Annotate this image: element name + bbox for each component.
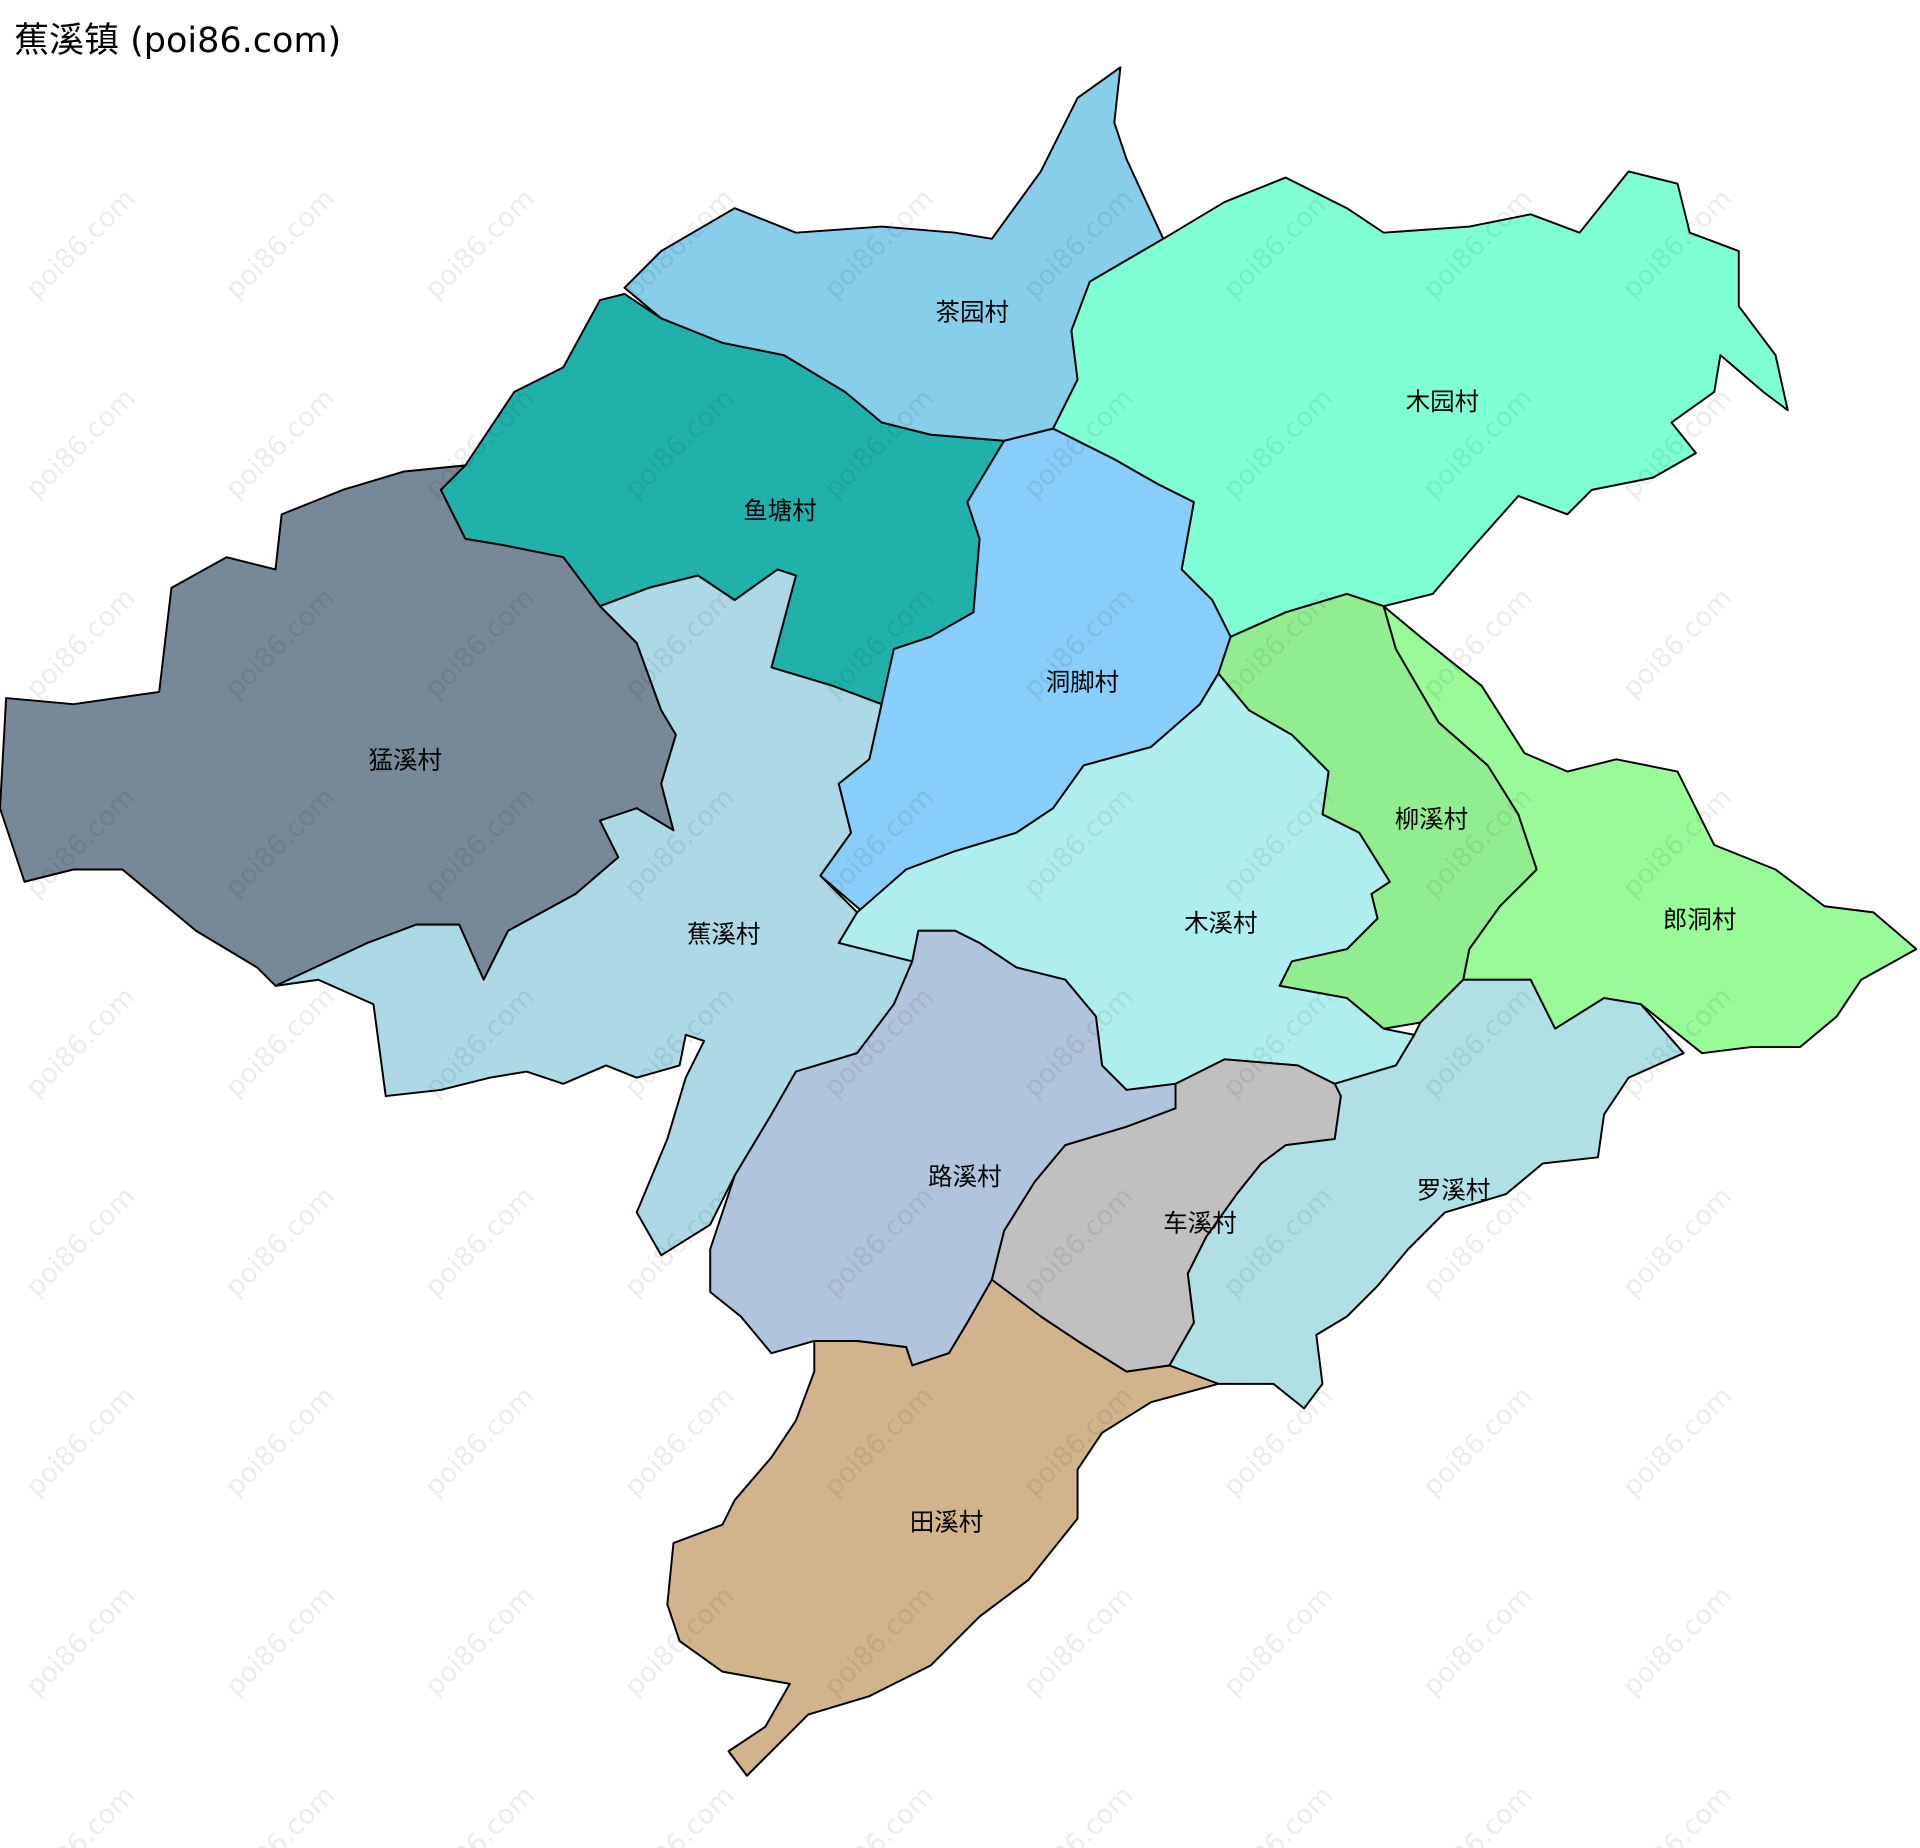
watermark-text: poi86.com	[419, 183, 541, 305]
watermark-text: poi86.com	[20, 982, 142, 1104]
region-label: 木园村	[1406, 387, 1479, 416]
watermark-text: poi86.com	[20, 1381, 142, 1503]
watermark-text: poi86.com	[219, 982, 341, 1104]
watermark-text: poi86.com	[1217, 1580, 1339, 1702]
watermark-text: poi86.com	[1617, 1181, 1739, 1303]
region-label: 郎洞村	[1663, 905, 1736, 934]
watermark-text: poi86.com	[1018, 1780, 1140, 1848]
region-label: 路溪村	[928, 1162, 1001, 1191]
watermark-text: poi86.com	[419, 1181, 541, 1303]
watermark-text: poi86.com	[1217, 1381, 1339, 1503]
watermark-text: poi86.com	[1617, 1580, 1739, 1702]
watermark-text: poi86.com	[219, 1181, 341, 1303]
watermark-text: poi86.com	[1417, 1381, 1539, 1503]
region-label: 罗溪村	[1417, 1176, 1490, 1205]
region-label: 茶园村	[936, 298, 1009, 327]
watermark-text: poi86.com	[1018, 1580, 1140, 1702]
region-label: 猛溪村	[369, 746, 442, 775]
region-label: 鱼塘村	[743, 496, 816, 525]
watermark-text: poi86.com	[1617, 1780, 1739, 1848]
watermark-text: poi86.com	[20, 582, 142, 704]
region-label: 车溪村	[1163, 1209, 1236, 1238]
watermark-text: poi86.com	[219, 1780, 341, 1848]
watermark-text: poi86.com	[1417, 1580, 1539, 1702]
region-label: 柳溪村	[1395, 805, 1468, 834]
watermark-text: poi86.com	[419, 1381, 541, 1503]
watermark-text: poi86.com	[1217, 1780, 1339, 1848]
watermark-text: poi86.com	[619, 1381, 741, 1503]
watermark-text: poi86.com	[20, 383, 142, 505]
watermark-text: poi86.com	[419, 1780, 541, 1848]
region-label: 木溪村	[1184, 909, 1257, 938]
watermark-text: poi86.com	[619, 1780, 741, 1848]
region-tianxi[interactable]	[666, 1278, 1220, 1777]
watermark-text: poi86.com	[219, 1580, 341, 1702]
region-label: 田溪村	[910, 1507, 983, 1536]
watermark-text: poi86.com	[20, 1780, 142, 1848]
watermark-text: poi86.com	[219, 1381, 341, 1503]
watermark-text: poi86.com	[1417, 1780, 1539, 1848]
watermark-text: poi86.com	[818, 1780, 940, 1848]
region-label: 蕉溪村	[687, 920, 760, 949]
watermark-text: poi86.com	[20, 183, 142, 305]
region-label: 洞脚村	[1046, 667, 1119, 696]
map-title: 蕉溪镇 (poi86.com)	[14, 21, 342, 61]
watermark-text: poi86.com	[219, 183, 341, 305]
watermark-text: poi86.com	[20, 1181, 142, 1303]
region-langdong[interactable]	[1382, 605, 1918, 1055]
watermark-text: poi86.com	[219, 383, 341, 505]
watermark-text: poi86.com	[1617, 1381, 1739, 1503]
watermark-text: poi86.com	[20, 1580, 142, 1702]
watermark-text: poi86.com	[1617, 582, 1739, 704]
watermark-text: poi86.com	[419, 1580, 541, 1702]
